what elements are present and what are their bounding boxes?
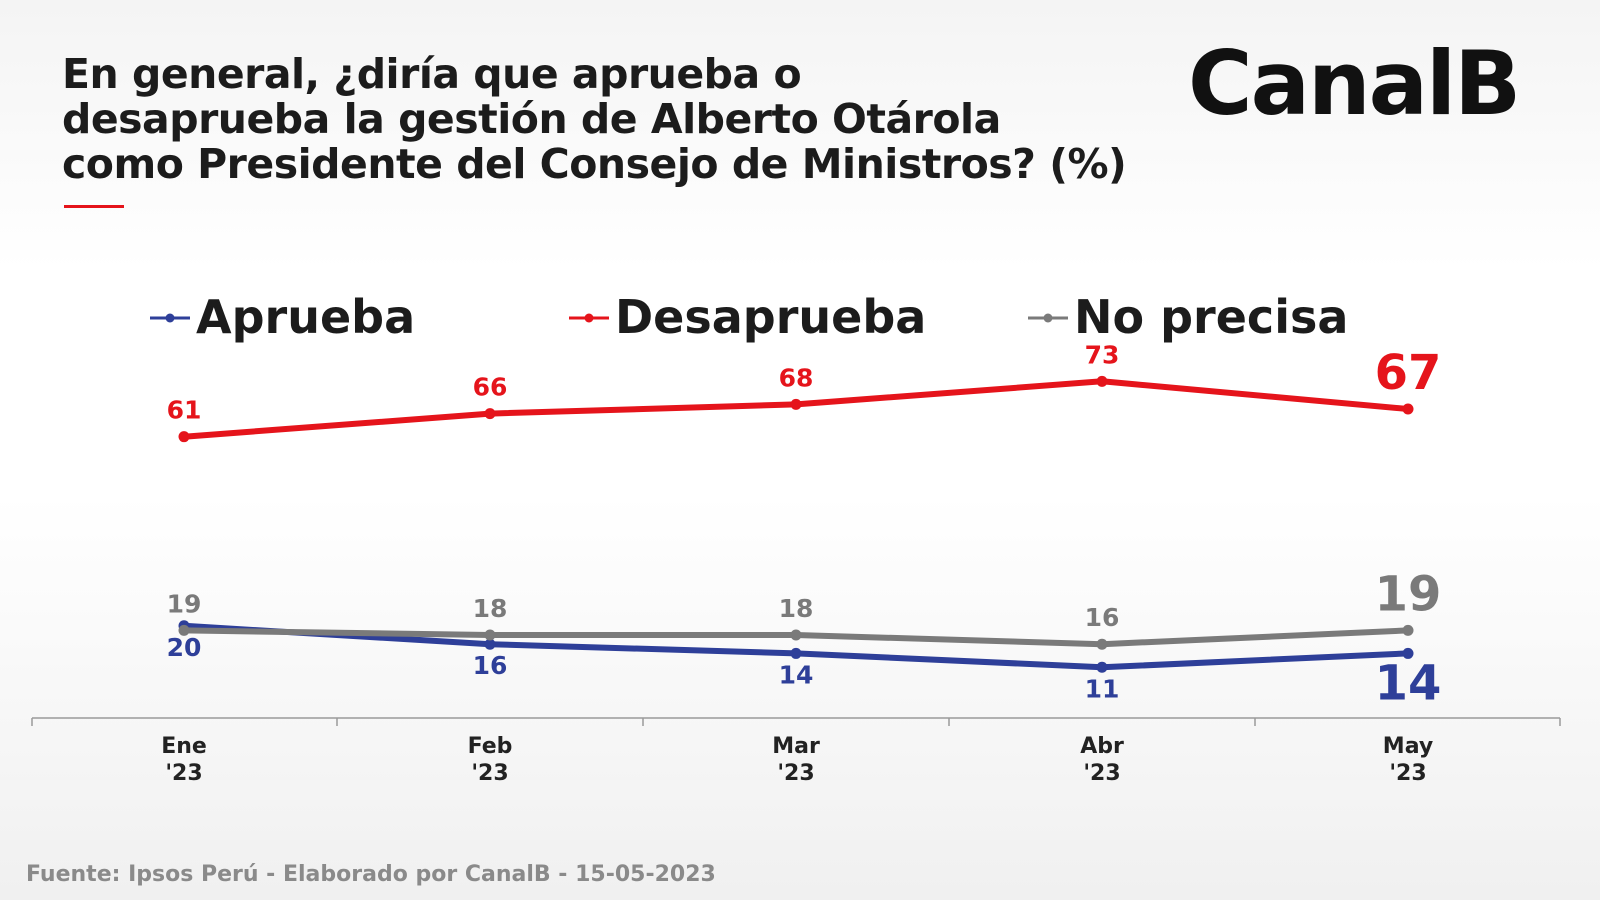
source-note: Fuente: Ipsos Perú - Elaborado por Canal…	[26, 862, 716, 887]
data-point	[178, 431, 190, 443]
data-label: 16	[473, 651, 508, 680]
data-point	[484, 638, 496, 650]
data-label: 19	[167, 589, 202, 618]
x-tick-label: Mar	[772, 734, 820, 759]
data-label: 20	[167, 633, 202, 662]
data-label: 16	[1085, 603, 1120, 632]
legend-label: Aprueba	[196, 290, 415, 344]
chart-title: En general, ¿diría que aprueba o desapru…	[62, 52, 1182, 187]
data-label: 14	[1375, 655, 1442, 711]
brand-logo: CanalB	[1188, 32, 1521, 135]
data-point	[1402, 624, 1414, 636]
data-point	[1096, 661, 1108, 673]
x-tick-label-year: '23	[1083, 761, 1120, 786]
x-tick-label-year: '23	[165, 761, 202, 786]
legend-label: Desaprueba	[615, 290, 926, 344]
data-point	[790, 647, 802, 659]
x-tick-label: May	[1383, 734, 1433, 759]
data-label: 61	[167, 396, 202, 425]
data-point	[484, 408, 496, 420]
data-label: 19	[1375, 566, 1442, 622]
series-lines	[178, 375, 1414, 673]
x-tick-label-year: '23	[777, 761, 814, 786]
data-point	[790, 629, 802, 641]
data-label: 11	[1085, 674, 1120, 703]
data-label: 73	[1085, 340, 1120, 369]
data-label: 18	[779, 594, 814, 623]
data-point	[484, 629, 496, 641]
title-accent-bar	[64, 205, 124, 208]
legend: Aprueba Desaprueba No precisa	[150, 290, 1348, 344]
data-point	[1096, 375, 1108, 387]
data-label: 18	[473, 594, 508, 623]
chart-title-line: como Presidente del Consejo de Ministros…	[62, 140, 1127, 188]
data-point	[1402, 647, 1414, 659]
legend-swatch-dot	[584, 313, 594, 323]
x-tick-label: Feb	[468, 734, 513, 759]
data-label: 66	[473, 373, 508, 402]
legend-label: No precisa	[1074, 290, 1348, 344]
data-label: 14	[779, 660, 814, 689]
chart-title-line: desaprueba la gestión de Alberto Otárola	[62, 95, 1001, 143]
data-label: 68	[779, 363, 814, 392]
x-tick-label: Ene	[161, 734, 207, 759]
data-label: 67	[1375, 345, 1442, 401]
legend-swatch-dot	[165, 313, 175, 323]
x-tick-label-year: '23	[1389, 761, 1426, 786]
data-point	[1402, 403, 1414, 415]
data-point	[790, 398, 802, 410]
data-point	[1096, 638, 1108, 650]
legend-swatch-dot	[1043, 313, 1053, 323]
chart-title-line: En general, ¿diría que aprueba o	[62, 50, 802, 98]
x-tick-label-year: '23	[471, 761, 508, 786]
data-point	[178, 624, 190, 636]
x-tick-label: Abr	[1080, 734, 1124, 759]
data-labels: 20 16 14 11 14 61 66 68 73 67 19 18 18 16 19	[167, 340, 1442, 711]
